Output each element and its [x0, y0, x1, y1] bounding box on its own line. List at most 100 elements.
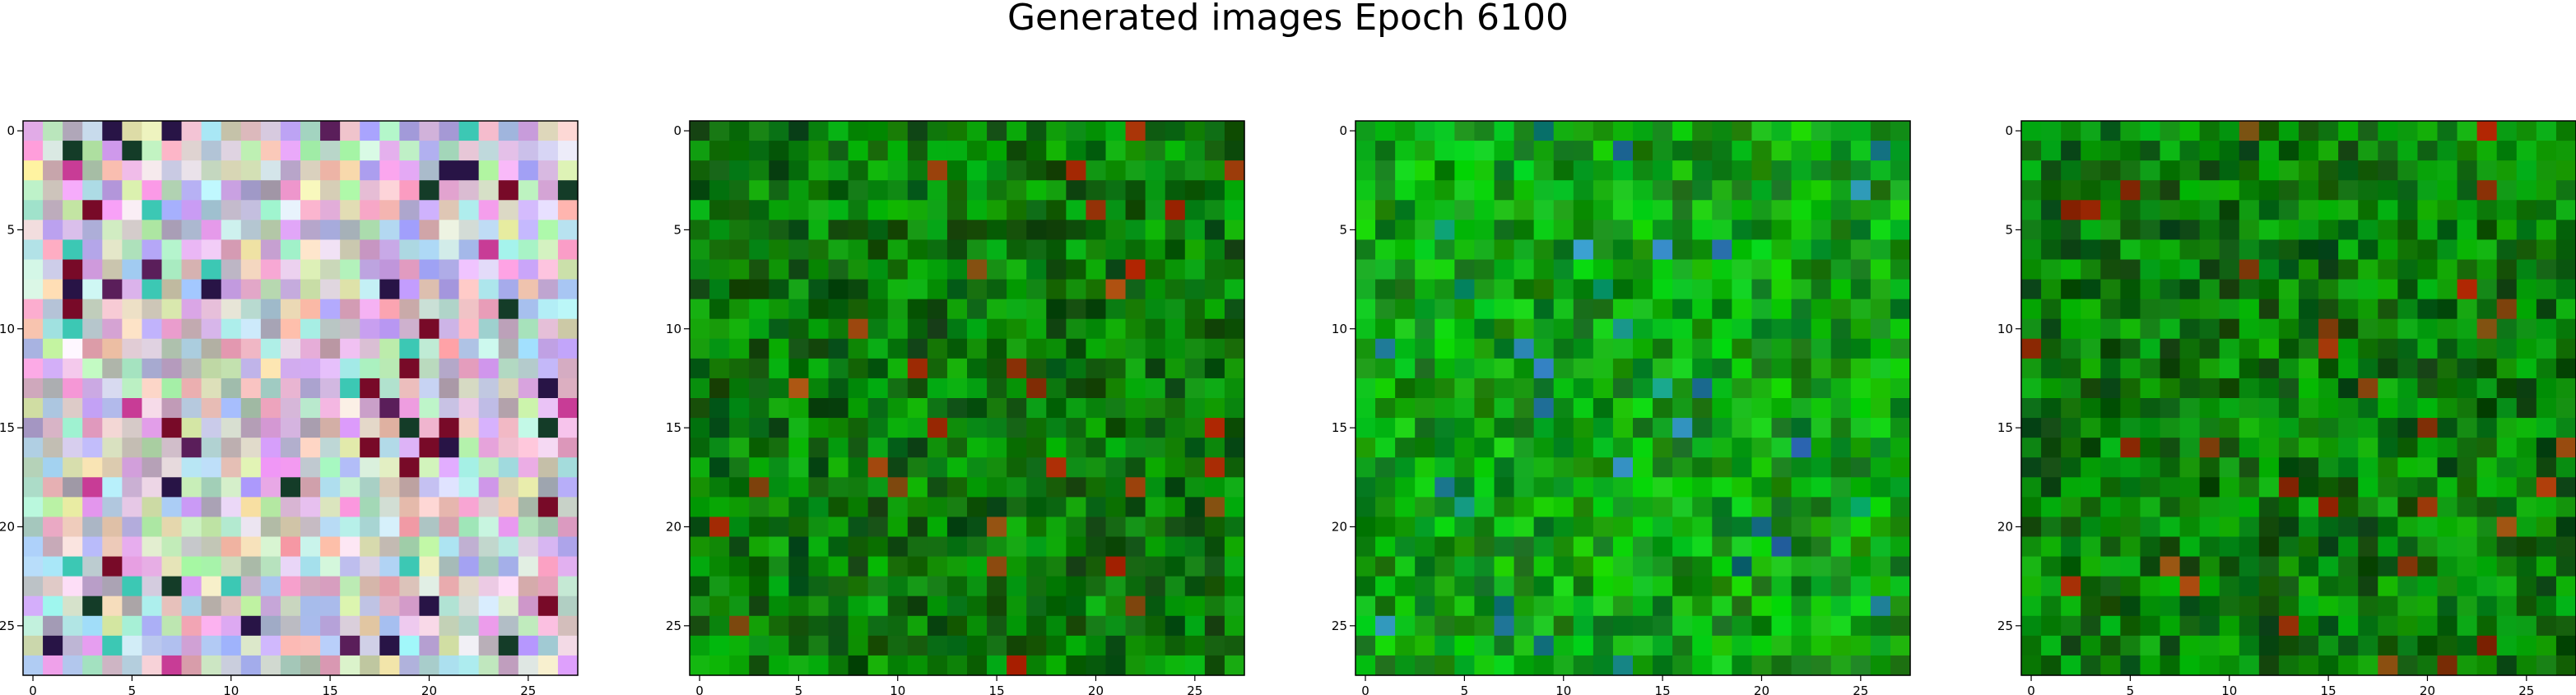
- pixel-cell: [2358, 338, 2378, 359]
- pixel-cell: [2358, 477, 2378, 498]
- pixel-cell: [1830, 200, 1852, 220]
- pixel-cell: [788, 318, 810, 340]
- pixel-cell: [63, 259, 83, 280]
- pixel-cell: [2536, 200, 2557, 220]
- pixel-cell: [1533, 457, 1555, 478]
- pixel-cell: [478, 160, 500, 181]
- pixel-cell: [2120, 200, 2141, 220]
- pixel-cell: [1165, 576, 1186, 597]
- pixel-cell: [2338, 576, 2359, 597]
- pixel-cell: [260, 576, 281, 597]
- pixel-cell: [1653, 536, 1673, 558]
- pixel-cell: [828, 141, 849, 161]
- pixel-cell: [2061, 200, 2081, 220]
- pixel-cell: [360, 635, 380, 656]
- pixel-cell: [1454, 160, 1476, 181]
- pixel-cell: [1086, 536, 1107, 558]
- pixel-cell: [2140, 497, 2161, 518]
- pixel-cell: [1375, 180, 1396, 201]
- pixel-cell: [1573, 279, 1594, 300]
- pixel-cell: [1811, 239, 1832, 261]
- pixel-cell: [1870, 220, 1891, 241]
- pixel-cell: [122, 655, 143, 676]
- pixel-cell: [1514, 141, 1535, 161]
- x-tick-label: 15: [323, 683, 338, 695]
- pixel-cell: [1751, 556, 1773, 577]
- pixel-cell: [1086, 438, 1107, 458]
- pixel-cell: [201, 259, 222, 280]
- pixel-cell: [709, 220, 730, 241]
- pixel-cell: [808, 477, 830, 498]
- pixel-cell: [907, 358, 928, 379]
- pixel-cell: [1375, 655, 1396, 676]
- pixel-cell: [1593, 358, 1614, 379]
- pixel-cell: [1395, 121, 1416, 141]
- pixel-cell: [848, 595, 869, 617]
- pixel-cell: [1593, 378, 1614, 399]
- pixel-cell: [1791, 338, 1812, 359]
- pixel-cell: [1046, 220, 1067, 241]
- pixel-cell: [2536, 655, 2557, 676]
- pixel-cell: [537, 418, 559, 438]
- pixel-cell: [1890, 378, 1911, 399]
- pixel-cell: [1732, 556, 1753, 577]
- pixel-cell: [848, 239, 869, 261]
- pixel-cell: [2160, 259, 2181, 280]
- pixel-cell: [2081, 398, 2101, 419]
- pixel-cell: [2041, 239, 2062, 261]
- pixel-cell: [690, 259, 710, 280]
- pixel-cell: [2199, 160, 2220, 181]
- pixel-cell: [2417, 318, 2439, 340]
- pixel-cell: [788, 517, 810, 538]
- pixel-cell: [2278, 556, 2299, 577]
- pixel-cell: [43, 299, 63, 320]
- pixel-cell: [2476, 595, 2498, 617]
- pixel-cell: [946, 477, 968, 498]
- pixel-cell: [1672, 318, 1693, 340]
- pixel-cell: [2140, 418, 2161, 438]
- pixel-cell: [1514, 358, 1535, 379]
- pixel-cell: [2219, 160, 2240, 181]
- pixel-cell: [102, 200, 123, 220]
- pixel-cell: [498, 338, 519, 359]
- pixel-cell: [690, 497, 710, 518]
- pixel-cell: [927, 220, 948, 241]
- pixel-cell: [1612, 279, 1634, 300]
- pixel-cell: [2476, 457, 2498, 478]
- pixel-cell: [240, 200, 262, 220]
- pixel-cell: [987, 536, 1007, 558]
- pixel-cell: [867, 556, 889, 577]
- pixel-cell: [1026, 536, 1047, 558]
- pixel-cell: [360, 220, 380, 241]
- pixel-cell: [102, 497, 123, 518]
- pixel-cell: [498, 121, 519, 141]
- pixel-cell: [1434, 180, 1455, 201]
- pixel-cell: [867, 358, 889, 379]
- pixel-cell: [1712, 259, 1732, 280]
- pixel-cell: [240, 378, 262, 399]
- pixel-cell: [1145, 279, 1166, 300]
- pixel-cell: [967, 200, 988, 220]
- pixel-cell: [2397, 220, 2419, 241]
- pixel-cell: [161, 576, 183, 597]
- pixel-cell: [1395, 279, 1416, 300]
- pixel-cell: [1454, 239, 1476, 261]
- pixel-cell: [360, 517, 380, 538]
- pixel-cell: [1553, 299, 1574, 320]
- pixel-cell: [2397, 200, 2419, 220]
- pixel-cell: [280, 141, 301, 161]
- pixel-cell: [2496, 279, 2518, 300]
- pixel-cell: [1514, 595, 1535, 617]
- pixel-cell: [690, 457, 710, 478]
- pixel-cell: [1653, 595, 1673, 617]
- pixel-cell: [23, 595, 44, 617]
- pixel-cell: [2219, 318, 2240, 340]
- pixel-cell: [1165, 378, 1186, 399]
- x-tick-label: 10: [2221, 683, 2237, 695]
- pixel-cell: [142, 615, 163, 637]
- pixel-cell: [1434, 121, 1455, 141]
- pixel-cell: [2258, 576, 2280, 597]
- pixel-cell: [1375, 556, 1396, 577]
- pixel-cell: [1046, 141, 1067, 161]
